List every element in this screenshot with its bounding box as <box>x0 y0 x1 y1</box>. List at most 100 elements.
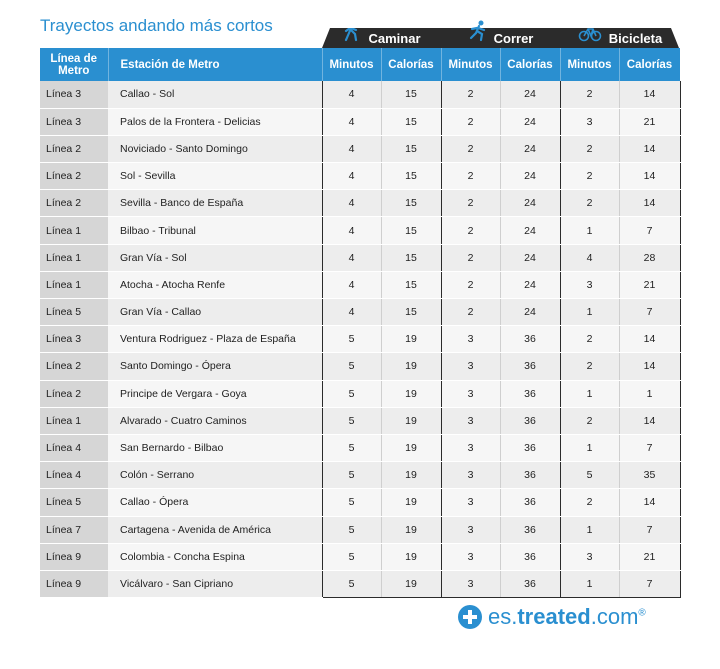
header-run-calories: Calorías <box>500 48 561 81</box>
group-header-walk: Caminar <box>322 28 441 48</box>
cell-wc: 19 <box>380 461 441 490</box>
cell-line: Línea 4 <box>40 434 108 463</box>
cell-rc: 36 <box>499 407 560 435</box>
cell-line: Línea 2 <box>40 162 108 191</box>
cell-line: Línea 3 <box>40 108 108 136</box>
cell-wm: 4 <box>321 244 381 272</box>
cell-bm: 1 <box>559 434 619 463</box>
cell-bc: 7 <box>618 516 681 544</box>
cell-rc: 24 <box>499 81 560 109</box>
cell-rc: 36 <box>499 380 560 408</box>
cell-wm: 4 <box>321 189 381 218</box>
cell-rm: 2 <box>440 135 500 164</box>
cell-station: Colombia - Concha Espina <box>108 543 322 571</box>
cell-rc: 24 <box>499 271 560 300</box>
header-line: Línea de Metro <box>40 48 109 81</box>
cell-station: Callao - Ópera <box>108 488 322 517</box>
cell-bm: 2 <box>559 135 619 164</box>
cell-rm: 2 <box>440 189 500 218</box>
table-row: Línea 5 Gran Vía - Callao 4 15 2 24 1 7 <box>40 298 681 327</box>
cell-rc: 36 <box>499 352 560 381</box>
table-row: Línea 3 Ventura Rodriguez - Plaza de Espa… <box>40 325 681 354</box>
cell-line: Línea 2 <box>40 380 108 408</box>
table-row: Línea 5 Callao - Ópera 5 19 3 36 2 14 <box>40 488 681 517</box>
cell-wc: 19 <box>380 325 441 354</box>
cell-station: Santo Domingo - Ópera <box>108 352 322 381</box>
table-body: Línea 3 Callao - Sol 4 15 2 24 2 14 Línea 3 Palos… <box>40 81 681 599</box>
group-header-run: Correr <box>441 20 560 48</box>
cell-rm: 3 <box>440 407 500 435</box>
cell-station: Colón - Serrano <box>108 461 322 490</box>
header-station: Estación de Metro <box>108 48 323 81</box>
cell-bc: 14 <box>618 189 681 218</box>
cell-bc: 21 <box>618 543 681 571</box>
cell-station: Alvarado - Cuatro Caminos <box>108 407 322 435</box>
cell-station: Bilbao - Tribunal <box>108 216 322 245</box>
cell-wm: 5 <box>321 407 381 435</box>
cell-wm: 5 <box>321 570 381 599</box>
cell-wm: 5 <box>321 488 381 517</box>
table-row: Línea 2 Principe de Vergara - Goya 5 19 3 36 1… <box>40 380 681 408</box>
cell-wc: 19 <box>380 488 441 517</box>
table-row: Línea 2 Noviciado - Santo Domingo 4 15 2 24 2 1… <box>40 135 681 164</box>
cell-rm: 3 <box>440 570 500 599</box>
cell-wc: 15 <box>380 162 441 191</box>
brand-logo: es.treated.com® <box>458 604 646 630</box>
cell-wc: 15 <box>380 108 441 136</box>
cell-bm: 2 <box>559 189 619 218</box>
cell-station: Callao - Sol <box>108 81 322 109</box>
table-row: Línea 2 Sevilla - Banco de España 4 15 2 24 2 1… <box>40 189 681 218</box>
cell-wm: 5 <box>321 516 381 544</box>
cell-wm: 4 <box>321 108 381 136</box>
cell-station: Principe de Vergara - Goya <box>108 380 322 408</box>
cell-bc: 14 <box>618 135 681 164</box>
cell-wc: 15 <box>380 216 441 245</box>
cell-rc: 36 <box>499 488 560 517</box>
page-title: Trayectos andando más cortos <box>40 16 273 35</box>
cell-wm: 4 <box>321 135 381 164</box>
cell-bm: 2 <box>559 162 619 191</box>
cell-bm: 2 <box>559 407 619 435</box>
cell-rm: 2 <box>440 108 500 136</box>
cell-bm: 1 <box>559 216 619 245</box>
cell-rc: 24 <box>499 298 560 327</box>
cell-rc: 24 <box>499 108 560 136</box>
walking-person-icon <box>345 28 358 42</box>
group-label-bike: Bicicleta <box>608 30 663 46</box>
table-row: Línea 1 Alvarado - Cuatro Caminos 5 19 3 36 2 1… <box>40 407 681 435</box>
cell-wm: 5 <box>321 543 381 571</box>
cell-wc: 19 <box>380 407 441 435</box>
group-label-walk: Caminar <box>368 30 421 46</box>
cell-line: Línea 2 <box>40 189 108 218</box>
cell-rc: 36 <box>499 461 560 490</box>
cell-bc: 7 <box>618 216 681 245</box>
table-header-row: Línea de Metro Estación de Metro Minutos… <box>40 48 681 81</box>
cell-wc: 19 <box>380 516 441 544</box>
cell-bc: 7 <box>618 298 681 327</box>
table-row: Línea 1 Atocha - Atocha Renfe 4 15 2 24 3 21 <box>40 271 681 300</box>
cell-station: Palos de la Frontera - Delicias <box>108 108 322 136</box>
cell-rc: 36 <box>499 516 560 544</box>
cell-bc: 14 <box>618 325 681 354</box>
cell-bc: 14 <box>618 81 681 109</box>
cell-bc: 7 <box>618 570 681 599</box>
cell-line: Línea 3 <box>40 325 108 354</box>
table-row: Línea 1 Bilbao - Tribunal 4 15 2 24 1 7 <box>40 216 681 245</box>
cell-rm: 3 <box>440 543 500 571</box>
cell-wm: 4 <box>321 298 381 327</box>
table-row: Línea 3 Callao - Sol 4 15 2 24 2 14 <box>40 81 681 109</box>
cell-rc: 24 <box>499 189 560 218</box>
cell-rc: 24 <box>499 135 560 164</box>
cell-line: Línea 7 <box>40 516 108 544</box>
cell-station: Vicálvaro - San Cipriano <box>108 570 322 599</box>
cell-rm: 3 <box>440 488 500 517</box>
cell-rm: 2 <box>440 298 500 327</box>
table-row: Línea 3 Palos de la Frontera - Delicias 4 1… <box>40 108 681 136</box>
cell-wc: 15 <box>380 81 441 109</box>
cell-line: Línea 4 <box>40 461 108 490</box>
cell-rc: 36 <box>499 325 560 354</box>
cell-bm: 2 <box>559 325 619 354</box>
cell-wc: 15 <box>380 298 441 327</box>
cell-station: Cartagena - Avenida de América <box>108 516 322 544</box>
cell-bc: 7 <box>618 434 681 463</box>
